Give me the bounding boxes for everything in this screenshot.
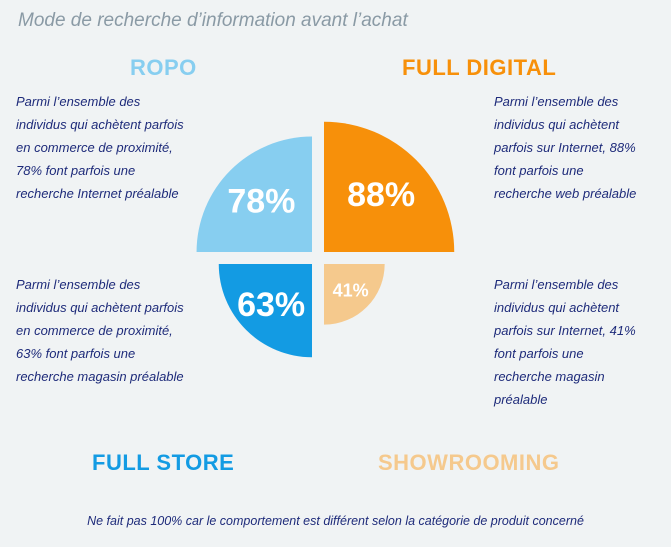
value-label-full-digital: 88% bbox=[347, 176, 415, 214]
label-full-store: FULL STORE bbox=[92, 450, 235, 475]
slice-full-store bbox=[218, 264, 312, 358]
value-label-showrooming: 41% bbox=[333, 281, 369, 301]
footnote: Ne fait pas 100% car le comportement est… bbox=[87, 514, 584, 528]
chart-title: Mode de recherche d’information avant l’… bbox=[18, 10, 408, 31]
description-showrooming: Parmi l’ensemble des individus qui achèt… bbox=[494, 277, 636, 407]
value-label-ropo: 78% bbox=[227, 182, 295, 220]
description-full-digital: Parmi l’ensemble des individus qui achèt… bbox=[494, 94, 637, 201]
description-ropo: Parmi l’ensemble des individus qui achèt… bbox=[16, 94, 184, 201]
slice-full-digital bbox=[324, 121, 455, 252]
slice-ropo bbox=[196, 136, 312, 252]
value-label-full-store: 63% bbox=[237, 286, 305, 324]
label-full-digital: FULL DIGITAL bbox=[402, 55, 557, 80]
slice-showrooming bbox=[324, 264, 385, 325]
label-ropo: ROPO bbox=[130, 55, 197, 80]
description-full-store: Parmi l’ensemble des individus qui achèt… bbox=[16, 277, 184, 384]
label-showrooming: SHOWROOMING bbox=[378, 450, 560, 475]
